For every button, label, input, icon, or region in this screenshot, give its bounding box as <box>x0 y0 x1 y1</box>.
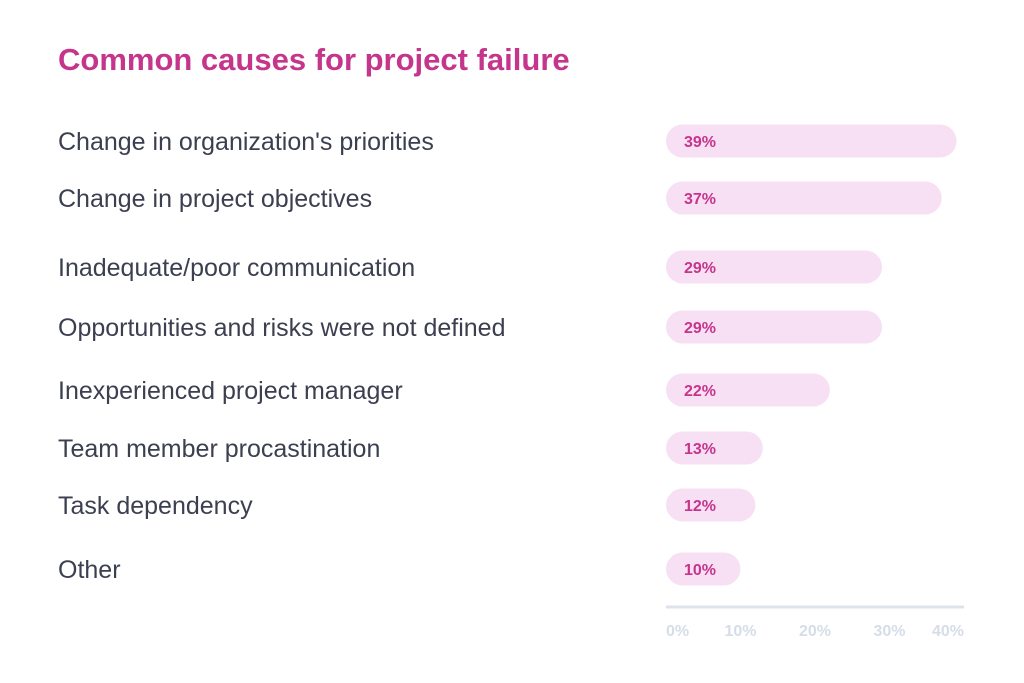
category-label: Opportunities and risks were not defined <box>58 314 505 342</box>
category-label: Inexperienced project manager <box>58 377 403 405</box>
bar-value-label: 29% <box>684 320 716 337</box>
category-label: Team member procastination <box>58 435 380 463</box>
category-label: Other <box>58 556 121 584</box>
x-tick-label: 20% <box>799 623 831 640</box>
bar-value-label: 12% <box>684 498 716 515</box>
category-label: Change in organization's priorities <box>58 128 434 156</box>
category-label: Task dependency <box>58 492 253 520</box>
bar <box>666 488 756 522</box>
bar-value-label: 37% <box>684 191 716 208</box>
bar <box>666 310 883 344</box>
bar <box>666 552 741 586</box>
x-tick-label: 0% <box>666 623 689 640</box>
bar-value-label: 13% <box>684 441 716 458</box>
bar-value-label: 22% <box>684 383 716 400</box>
category-label: Change in project objectives <box>58 185 372 213</box>
bar-value-label: 39% <box>684 134 716 151</box>
x-tick-label: 30% <box>873 623 905 640</box>
bar <box>666 124 957 158</box>
bar-value-label: 10% <box>684 562 716 579</box>
bar-value-label: 29% <box>684 260 716 277</box>
category-label: Inadequate/poor communication <box>58 254 415 282</box>
bar <box>666 250 883 284</box>
x-tick-label: 40% <box>932 623 964 640</box>
x-tick-label: 10% <box>724 623 756 640</box>
bar <box>666 373 830 407</box>
bar <box>666 181 942 215</box>
chart-title: Common causes for project failure <box>58 42 570 77</box>
bar <box>666 431 763 465</box>
